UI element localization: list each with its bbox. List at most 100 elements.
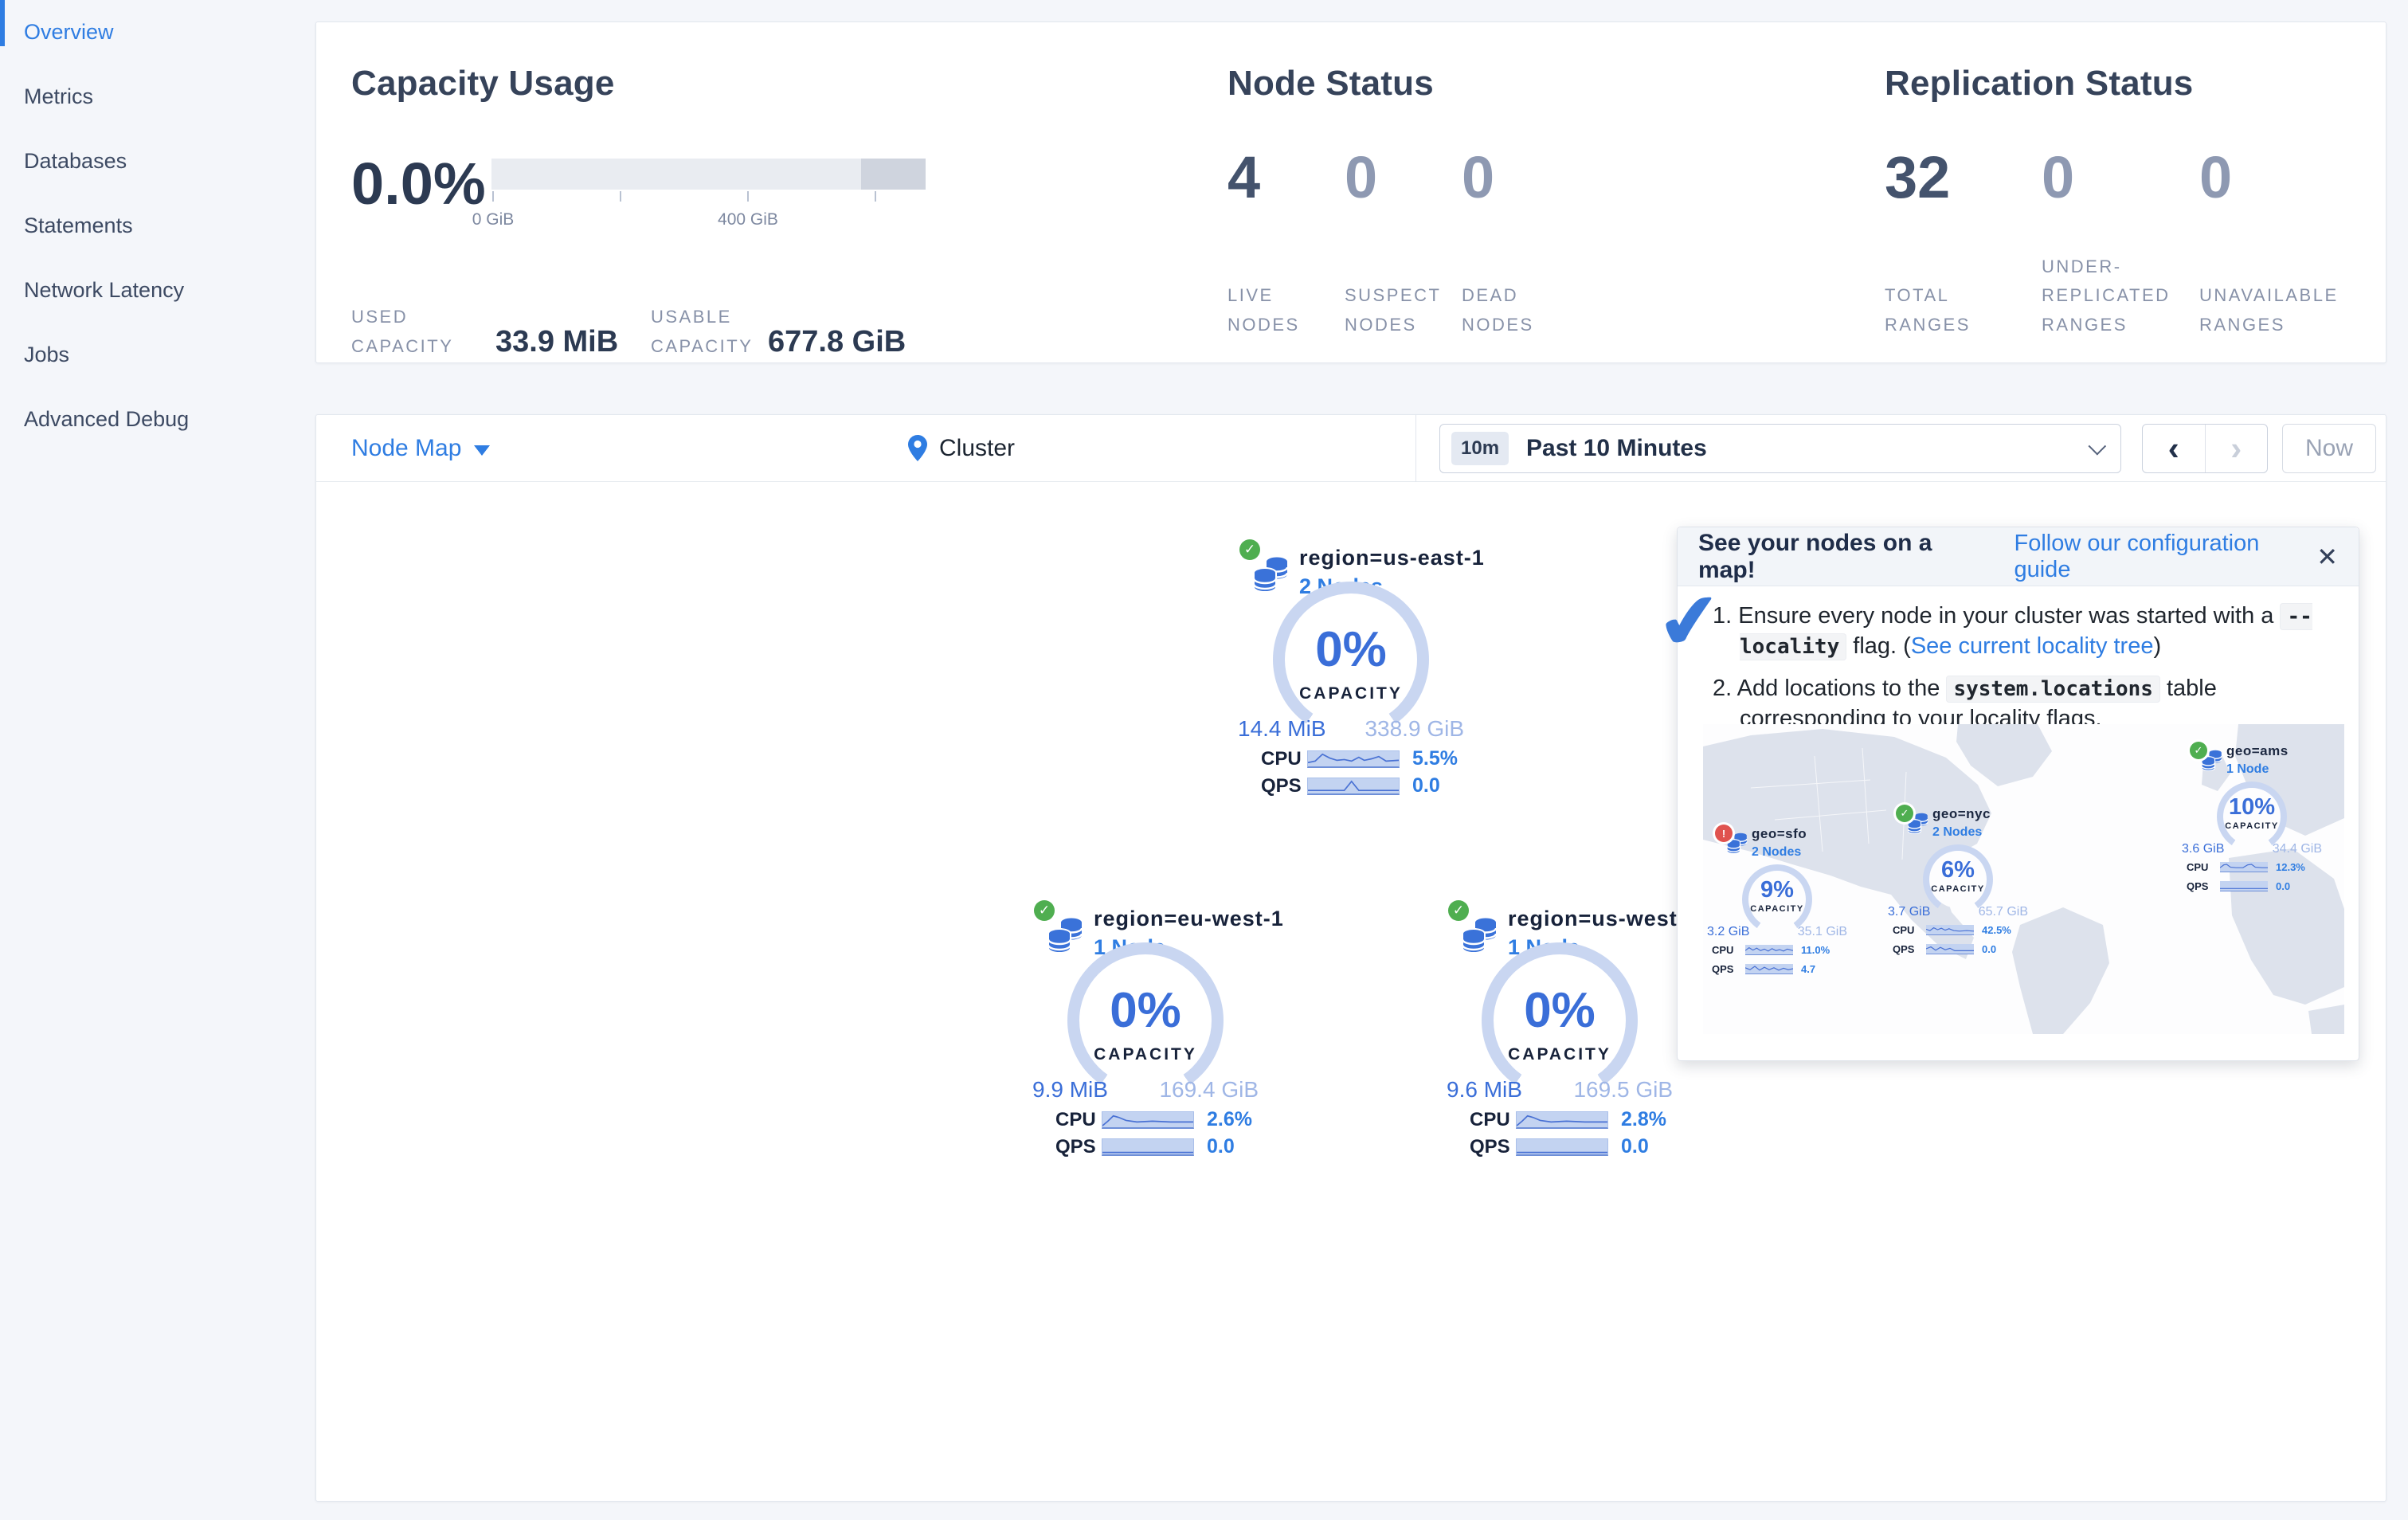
- used-value: 14.4 MiB: [1238, 716, 1326, 741]
- time-pager: ‹ ›: [2142, 424, 2268, 473]
- now-button[interactable]: Now: [2282, 424, 2376, 473]
- live-nodes-value: 4: [1227, 144, 1261, 210]
- mini-region-label: geo=ams: [2226, 743, 2289, 758]
- sidebar-item-advanced-debug[interactable]: Advanced Debug: [0, 387, 314, 452]
- step-text: Add locations to the: [1737, 675, 1947, 701]
- suspect-nodes-stat: 0 SUSPECT NODES: [1345, 148, 1456, 339]
- mini-used-value: 3.2 GiB: [1707, 925, 1750, 938]
- total-ranges-value: 32: [1885, 144, 1951, 210]
- mini-capacity-caption: CAPACITY: [1750, 904, 1804, 914]
- qps-sparkline: [1307, 777, 1400, 795]
- locality-tree-link[interactable]: See current locality tree: [1910, 633, 2154, 660]
- capacity-percent: 0.0%: [351, 151, 486, 217]
- location-pin-icon: [908, 435, 927, 461]
- sidebar-nav: Overview Metrics Databases Statements Ne…: [0, 0, 314, 1520]
- nodes-stack-icon: [1254, 557, 1289, 594]
- sidebar-item-jobs[interactable]: Jobs: [0, 323, 314, 387]
- qps-row: QPS 0.0: [1261, 774, 1440, 797]
- qps-row: QPS 0.0: [1055, 1135, 1235, 1158]
- popup-title: See your nodes on a map!: [1698, 529, 1932, 583]
- mini-capacity-donut: [2217, 782, 2287, 852]
- capacity-usage-title: Capacity Usage: [351, 64, 615, 103]
- mini-cpu-sparkline: [1926, 925, 1974, 935]
- mini-qps-label: QPS: [1893, 943, 1915, 955]
- usable-value: 338.9 GiB: [1365, 716, 1464, 741]
- cpu-sparkline: [1307, 750, 1400, 768]
- mini-qps-row: QPS 0.0: [2187, 880, 2290, 892]
- mini-region-geo-sfo: ! geo=sfo 2 Nodes 9% CAPACITY 3.2 GiB 35…: [1705, 823, 1849, 982]
- capacity-caption: CAPACITY: [1299, 684, 1403, 703]
- time-range-select[interactable]: 10m Past 10 Minutes: [1439, 424, 2121, 473]
- sidebar-item-label: Advanced Debug: [24, 407, 190, 431]
- suspect-nodes-value: 0: [1345, 144, 1378, 210]
- big-check-icon: ✔: [1652, 576, 1725, 668]
- sidebar-item-overview[interactable]: Overview: [0, 0, 314, 65]
- cpu-label: CPU: [1470, 1108, 1510, 1130]
- mini-region-nodes: 2 Nodes: [1752, 845, 1802, 859]
- mini-usable-value: 34.4 GiB: [2272, 842, 2322, 856]
- mini-capacity-caption: CAPACITY: [2225, 821, 2279, 831]
- qps-value: 0.0: [1621, 1135, 1649, 1158]
- qps-label: QPS: [1470, 1135, 1510, 1158]
- sidebar-item-network-latency[interactable]: Network Latency: [0, 258, 314, 323]
- time-next-button[interactable]: ›: [2230, 429, 2242, 467]
- view-mode-label: Node Map: [351, 435, 462, 461]
- sidebar-item-metrics[interactable]: Metrics: [0, 65, 314, 129]
- time-range-label: Past 10 Minutes: [1526, 435, 1707, 461]
- region-group-us-east-1: ✓ region=us-east-1 2 Nodes 0% CAPACITY 1…: [1231, 539, 1484, 802]
- cpu-value: 2.8%: [1621, 1108, 1666, 1130]
- capacity-caption: CAPACITY: [1508, 1045, 1611, 1064]
- unavailable-ranges-stat: 0 UNAVAILABLE RANGES: [2199, 148, 2359, 339]
- healthy-status-icon: ✓: [1896, 805, 1913, 822]
- usable-value: 169.5 GiB: [1573, 1077, 1673, 1102]
- warning-status-icon: !: [1715, 825, 1733, 842]
- instruction-step-1: 1. Ensure every node in your cluster was…: [1713, 601, 2336, 662]
- mini-cpu-sparkline: [1745, 945, 1793, 955]
- node-status-title: Node Status: [1227, 64, 1434, 103]
- step-number: 1.: [1713, 603, 1733, 629]
- region-group-eu-west-1: ✓ region=eu-west-1 1 Node 0% CAPACITY 9.…: [1026, 900, 1283, 1163]
- mini-region-nodes: 2 Nodes: [1932, 825, 1983, 839]
- step-text: ): [2153, 633, 2162, 660]
- sidebar-item-databases[interactable]: Databases: [0, 129, 314, 194]
- world-map: [1703, 724, 2344, 1034]
- sidebar-item-label: Metrics: [24, 84, 93, 108]
- time-prev-button[interactable]: ‹: [2143, 425, 2206, 472]
- qps-value: 0.0: [1412, 774, 1440, 797]
- mini-capacity-percent: 10%: [2228, 794, 2276, 820]
- qps-value: 0.0: [1207, 1135, 1235, 1158]
- mini-region-geo-nyc: ✓ geo=nyc 2 Nodes 6% CAPACITY 3.7 GiB 65…: [1886, 803, 2030, 962]
- mini-cpu-row: CPU 11.0%: [1712, 944, 1830, 956]
- mini-qps-value: 0.0: [1982, 943, 1997, 955]
- mini-qps-sparkline: [2220, 881, 2268, 891]
- cpu-row: CPU 2.6%: [1055, 1108, 1252, 1131]
- cpu-label: CPU: [1055, 1108, 1096, 1130]
- used-value: 9.9 MiB: [1032, 1077, 1108, 1102]
- mini-cpu-value: 42.5%: [1982, 924, 2011, 936]
- chevron-down-icon: [2088, 437, 2107, 456]
- mini-capacity-donut: [1742, 864, 1812, 934]
- under-replicated-value: 0: [2042, 144, 2075, 210]
- capacity-gauge-bar: [491, 159, 926, 190]
- gauge-tick: [747, 191, 749, 202]
- unavailable-label: UNAVAILABLE RANGES: [2199, 285, 2339, 335]
- mini-capacity-percent: 9%: [1760, 877, 1794, 903]
- capacity-range: 14.4 MiB 338.9 GiB: [1238, 716, 1464, 742]
- view-mode-dropdown[interactable]: Node Map: [351, 415, 491, 482]
- mini-region-label: geo=sfo: [1752, 826, 1807, 841]
- close-icon[interactable]: ✕: [2316, 542, 2338, 571]
- step-text: Ensure every node in your cluster was st…: [1738, 603, 2281, 629]
- mini-cpu-label: CPU: [1712, 944, 1734, 956]
- mini-capacity-caption: CAPACITY: [1931, 884, 1985, 894]
- mini-capacity-percent: 6%: [1941, 857, 1975, 883]
- sidebar-item-label: Network Latency: [24, 278, 185, 302]
- configuration-guide-link[interactable]: Follow our configuration guide: [2014, 530, 2260, 582]
- sidebar-item-statements[interactable]: Statements: [0, 194, 314, 258]
- mini-usable-value: 65.7 GiB: [1978, 905, 2028, 919]
- mini-qps-value: 0.0: [2276, 880, 2291, 892]
- mini-cpu-sparkline: [2220, 862, 2268, 872]
- breadcrumb[interactable]: Cluster: [907, 415, 1015, 482]
- qps-sparkline: [1516, 1138, 1608, 1156]
- region-label: region=eu-west-1: [1094, 907, 1284, 930]
- under-replicated-label: UNDER- REPLICATED RANGES: [2042, 257, 2171, 335]
